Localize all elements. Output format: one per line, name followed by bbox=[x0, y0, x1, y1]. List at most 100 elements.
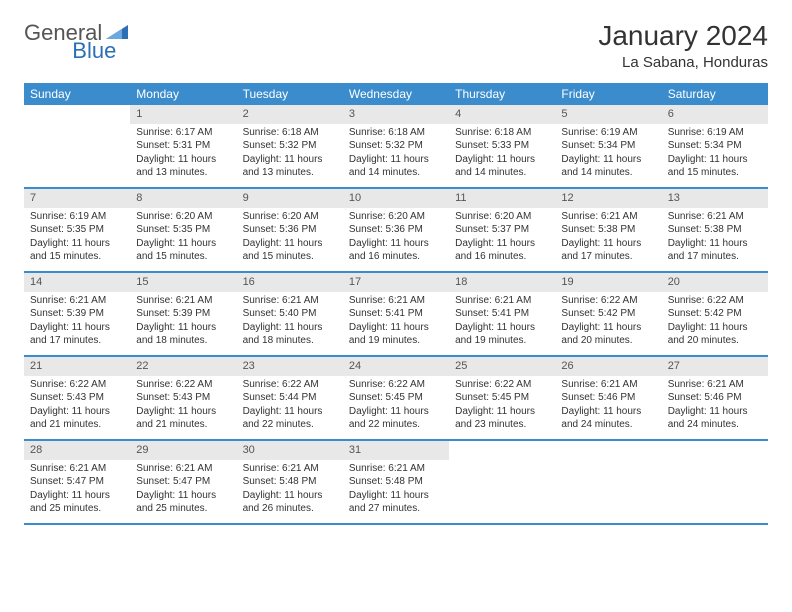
daylight-line: Daylight: 11 hours and 25 minutes. bbox=[30, 489, 124, 516]
sunset-line: Sunset: 5:37 PM bbox=[455, 223, 549, 237]
sunrise-line: Sunrise: 6:19 AM bbox=[668, 126, 762, 140]
day-number: 7 bbox=[24, 189, 130, 208]
day-cell: 22Sunrise: 6:22 AMSunset: 5:43 PMDayligh… bbox=[130, 357, 236, 439]
sunrise-line: Sunrise: 6:18 AM bbox=[243, 126, 337, 140]
sunrise-line: Sunrise: 6:19 AM bbox=[30, 210, 124, 224]
day-content: Sunrise: 6:18 AMSunset: 5:32 PMDaylight:… bbox=[237, 124, 343, 184]
sunrise-line: Sunrise: 6:21 AM bbox=[668, 378, 762, 392]
sunset-line: Sunset: 5:34 PM bbox=[668, 139, 762, 153]
sunset-line: Sunset: 5:45 PM bbox=[455, 391, 549, 405]
sunset-line: Sunset: 5:35 PM bbox=[136, 223, 230, 237]
day-number: 26 bbox=[555, 357, 661, 376]
sunset-line: Sunset: 5:36 PM bbox=[349, 223, 443, 237]
daylight-line: Daylight: 11 hours and 19 minutes. bbox=[455, 321, 549, 348]
sunset-line: Sunset: 5:41 PM bbox=[455, 307, 549, 321]
daylight-line: Daylight: 11 hours and 22 minutes. bbox=[349, 405, 443, 432]
day-number: 17 bbox=[343, 273, 449, 292]
sunrise-line: Sunrise: 6:21 AM bbox=[136, 294, 230, 308]
sunset-line: Sunset: 5:39 PM bbox=[136, 307, 230, 321]
daylight-line: Daylight: 11 hours and 16 minutes. bbox=[349, 237, 443, 264]
day-cell: 28Sunrise: 6:21 AMSunset: 5:47 PMDayligh… bbox=[24, 441, 130, 523]
daylight-line: Daylight: 11 hours and 27 minutes. bbox=[349, 489, 443, 516]
sunset-line: Sunset: 5:42 PM bbox=[561, 307, 655, 321]
weekday-header-cell: Saturday bbox=[662, 83, 768, 105]
day-content: Sunrise: 6:21 AMSunset: 5:47 PMDaylight:… bbox=[24, 460, 130, 520]
daylight-line: Daylight: 11 hours and 22 minutes. bbox=[243, 405, 337, 432]
day-number: 2 bbox=[237, 105, 343, 124]
weekday-header-cell: Monday bbox=[130, 83, 236, 105]
day-content: Sunrise: 6:21 AMSunset: 5:38 PMDaylight:… bbox=[555, 208, 661, 268]
day-number: 9 bbox=[237, 189, 343, 208]
sunrise-line: Sunrise: 6:22 AM bbox=[455, 378, 549, 392]
header: General Blue January 2024 La Sabana, Hon… bbox=[24, 20, 768, 71]
sunset-line: Sunset: 5:48 PM bbox=[243, 475, 337, 489]
day-cell: 15Sunrise: 6:21 AMSunset: 5:39 PMDayligh… bbox=[130, 273, 236, 355]
daylight-line: Daylight: 11 hours and 21 minutes. bbox=[136, 405, 230, 432]
day-cell: 13Sunrise: 6:21 AMSunset: 5:38 PMDayligh… bbox=[662, 189, 768, 271]
daylight-line: Daylight: 11 hours and 13 minutes. bbox=[243, 153, 337, 180]
daylight-line: Daylight: 11 hours and 18 minutes. bbox=[136, 321, 230, 348]
sunrise-line: Sunrise: 6:22 AM bbox=[668, 294, 762, 308]
day-number: 5 bbox=[555, 105, 661, 124]
day-content: Sunrise: 6:18 AMSunset: 5:33 PMDaylight:… bbox=[449, 124, 555, 184]
sunset-line: Sunset: 5:47 PM bbox=[136, 475, 230, 489]
day-content: Sunrise: 6:21 AMSunset: 5:48 PMDaylight:… bbox=[237, 460, 343, 520]
day-content: Sunrise: 6:21 AMSunset: 5:39 PMDaylight:… bbox=[24, 292, 130, 352]
day-number: 18 bbox=[449, 273, 555, 292]
day-cell: 3Sunrise: 6:18 AMSunset: 5:32 PMDaylight… bbox=[343, 105, 449, 187]
weekday-header-cell: Wednesday bbox=[343, 83, 449, 105]
sunset-line: Sunset: 5:48 PM bbox=[349, 475, 443, 489]
sunrise-line: Sunrise: 6:19 AM bbox=[561, 126, 655, 140]
sunset-line: Sunset: 5:44 PM bbox=[243, 391, 337, 405]
day-cell: 30Sunrise: 6:21 AMSunset: 5:48 PMDayligh… bbox=[237, 441, 343, 523]
day-cell: 8Sunrise: 6:20 AMSunset: 5:35 PMDaylight… bbox=[130, 189, 236, 271]
day-cell: . bbox=[449, 441, 555, 523]
day-cell: . bbox=[555, 441, 661, 523]
sunrise-line: Sunrise: 6:20 AM bbox=[349, 210, 443, 224]
day-content: Sunrise: 6:20 AMSunset: 5:35 PMDaylight:… bbox=[130, 208, 236, 268]
sunrise-line: Sunrise: 6:21 AM bbox=[561, 378, 655, 392]
day-cell: 27Sunrise: 6:21 AMSunset: 5:46 PMDayligh… bbox=[662, 357, 768, 439]
weekday-header-cell: Tuesday bbox=[237, 83, 343, 105]
weekday-header-cell: Sunday bbox=[24, 83, 130, 105]
month-title: January 2024 bbox=[598, 20, 768, 52]
day-cell: 4Sunrise: 6:18 AMSunset: 5:33 PMDaylight… bbox=[449, 105, 555, 187]
day-number: 21 bbox=[24, 357, 130, 376]
day-cell: . bbox=[662, 441, 768, 523]
day-cell: 29Sunrise: 6:21 AMSunset: 5:47 PMDayligh… bbox=[130, 441, 236, 523]
logo: General Blue bbox=[24, 20, 176, 46]
day-number: 16 bbox=[237, 273, 343, 292]
sunrise-line: Sunrise: 6:21 AM bbox=[668, 210, 762, 224]
daylight-line: Daylight: 11 hours and 15 minutes. bbox=[136, 237, 230, 264]
week-row: 14Sunrise: 6:21 AMSunset: 5:39 PMDayligh… bbox=[24, 273, 768, 357]
sunset-line: Sunset: 5:32 PM bbox=[243, 139, 337, 153]
sunrise-line: Sunrise: 6:21 AM bbox=[136, 462, 230, 476]
day-content: Sunrise: 6:18 AMSunset: 5:32 PMDaylight:… bbox=[343, 124, 449, 184]
day-content: Sunrise: 6:22 AMSunset: 5:44 PMDaylight:… bbox=[237, 376, 343, 436]
location: La Sabana, Honduras bbox=[598, 54, 768, 71]
sunset-line: Sunset: 5:45 PM bbox=[349, 391, 443, 405]
sunrise-line: Sunrise: 6:21 AM bbox=[30, 294, 124, 308]
logo-text-blue: Blue bbox=[72, 38, 116, 64]
weekday-header-cell: Thursday bbox=[449, 83, 555, 105]
sunset-line: Sunset: 5:46 PM bbox=[561, 391, 655, 405]
sunrise-line: Sunrise: 6:18 AM bbox=[455, 126, 549, 140]
sunset-line: Sunset: 5:31 PM bbox=[136, 139, 230, 153]
daylight-line: Daylight: 11 hours and 21 minutes. bbox=[30, 405, 124, 432]
day-cell: 20Sunrise: 6:22 AMSunset: 5:42 PMDayligh… bbox=[662, 273, 768, 355]
daylight-line: Daylight: 11 hours and 24 minutes. bbox=[561, 405, 655, 432]
daylight-line: Daylight: 11 hours and 15 minutes. bbox=[243, 237, 337, 264]
day-content: Sunrise: 6:21 AMSunset: 5:40 PMDaylight:… bbox=[237, 292, 343, 352]
sunset-line: Sunset: 5:38 PM bbox=[561, 223, 655, 237]
daylight-line: Daylight: 11 hours and 15 minutes. bbox=[668, 153, 762, 180]
sunrise-line: Sunrise: 6:22 AM bbox=[349, 378, 443, 392]
sunset-line: Sunset: 5:42 PM bbox=[668, 307, 762, 321]
sunset-line: Sunset: 5:35 PM bbox=[30, 223, 124, 237]
sunset-line: Sunset: 5:38 PM bbox=[668, 223, 762, 237]
day-content: Sunrise: 6:21 AMSunset: 5:41 PMDaylight:… bbox=[343, 292, 449, 352]
day-content: Sunrise: 6:21 AMSunset: 5:46 PMDaylight:… bbox=[662, 376, 768, 436]
daylight-line: Daylight: 11 hours and 19 minutes. bbox=[349, 321, 443, 348]
day-number: 8 bbox=[130, 189, 236, 208]
sunrise-line: Sunrise: 6:21 AM bbox=[243, 462, 337, 476]
day-cell: 21Sunrise: 6:22 AMSunset: 5:43 PMDayligh… bbox=[24, 357, 130, 439]
